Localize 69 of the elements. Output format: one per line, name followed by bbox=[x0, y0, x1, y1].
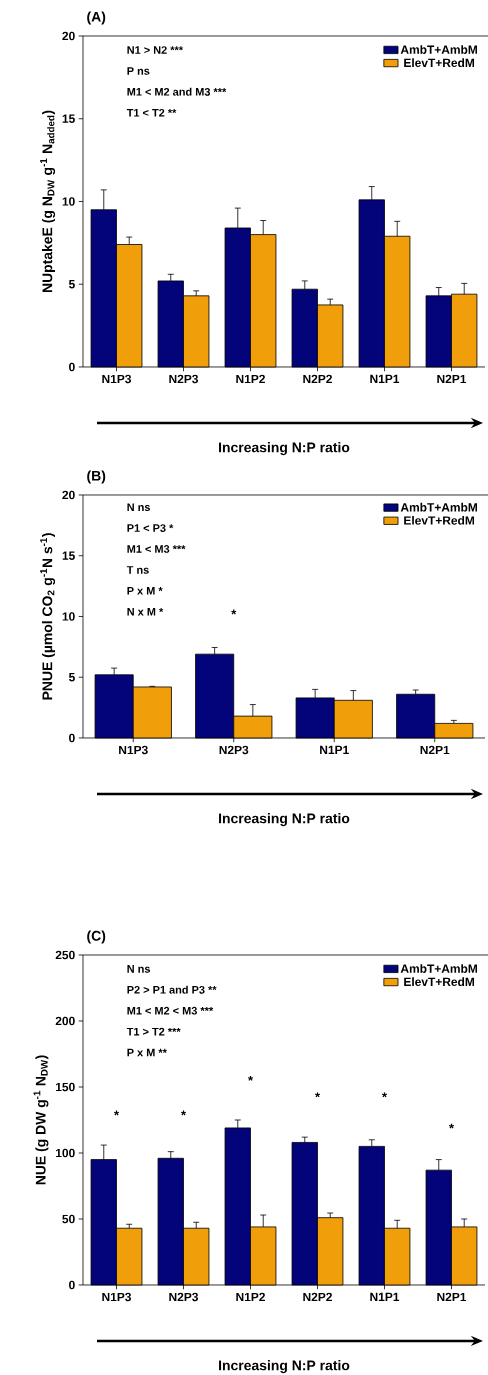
annotation: * bbox=[114, 1110, 120, 1116]
annotation: N1 > N2 *** bbox=[127, 46, 184, 54]
annotation: P1 < P3 * bbox=[127, 524, 174, 532]
y-axis-title: PNUE (µmol CO$_{2}$ g$^{-1}$N s$^{-1}$) bbox=[40, 533, 56, 700]
x-tick-label: N2P1 bbox=[420, 745, 450, 755]
chart-title: (A) bbox=[87, 11, 106, 25]
annotation: P2 > P1 and P3 ** bbox=[127, 985, 217, 994]
annotation: P x M ** bbox=[127, 1048, 167, 1057]
annotation: N ns bbox=[127, 965, 150, 973]
x-tick-label: N1P3 bbox=[119, 745, 148, 755]
y-axis-title: NUE (g DW g$^{-1}$ N$_{DW}$) bbox=[33, 1055, 49, 1185]
annotation: T ns bbox=[126, 566, 149, 574]
x-tick-label: N1P1 bbox=[370, 1292, 400, 1301]
annotation: * bbox=[449, 1123, 455, 1129]
x-tick-label: N2P3 bbox=[219, 745, 249, 755]
x-tick-label: N2P2 bbox=[303, 374, 332, 384]
y-tick-label: 10 bbox=[62, 197, 75, 206]
annotation: P ns bbox=[127, 67, 150, 75]
y-tick-label: 15 bbox=[62, 114, 75, 123]
annotation: N x M * bbox=[127, 607, 164, 616]
x-tick-label: N2P1 bbox=[437, 1292, 467, 1302]
y-tick-label: 100 bbox=[56, 1148, 75, 1158]
x-tick-label: N1P2 bbox=[236, 1292, 265, 1302]
legend-label: ElevT+RedM bbox=[404, 515, 475, 525]
y-tick-label: 0 bbox=[69, 362, 75, 372]
x-tick-label: N1P3 bbox=[102, 374, 132, 384]
annotation: * bbox=[231, 609, 237, 615]
y-tick-label: 150 bbox=[56, 1082, 75, 1092]
annotation: P x M * bbox=[127, 587, 163, 595]
legend-label: AmbT+AmbM bbox=[400, 45, 477, 54]
y-axis-title: NUptakeE (g N$_{DW}$ g$^{-1}$ N$_{added}$) bbox=[40, 110, 56, 293]
x-axis-title: Increasing N:P ratio bbox=[219, 813, 350, 827]
x-tick-label: N1P2 bbox=[236, 374, 265, 384]
x-tick-label: N2P1 bbox=[437, 374, 467, 384]
y-tick-label: 0 bbox=[69, 1280, 75, 1290]
annotation: * bbox=[382, 1092, 387, 1098]
y-tick-label: 0 bbox=[69, 733, 75, 743]
annotation: N ns bbox=[127, 503, 150, 512]
annotation: M1 < M3 *** bbox=[127, 545, 186, 553]
y-tick-label: 200 bbox=[55, 1016, 75, 1026]
x-tick-label: N2P3 bbox=[169, 1292, 199, 1302]
annotation: * bbox=[248, 1075, 254, 1081]
annotation: T1 > T2 *** bbox=[126, 1027, 181, 1036]
legend-label: ElevT+RedM bbox=[404, 58, 475, 68]
chart-title: (C) bbox=[87, 930, 106, 944]
y-tick-label: 5 bbox=[68, 673, 75, 682]
x-tick-label: N2P3 bbox=[169, 374, 199, 384]
y-tick-label: 20 bbox=[62, 31, 75, 41]
legend-label: AmbT+AmbM bbox=[400, 502, 477, 512]
annotation: * bbox=[315, 1092, 320, 1098]
y-tick-label: 15 bbox=[62, 551, 75, 560]
legend-label: ElevT+RedM bbox=[404, 977, 475, 987]
annotation: M1 < M2 and M3 *** bbox=[127, 87, 227, 96]
x-tick-label: N1P3 bbox=[102, 1292, 132, 1302]
y-tick-label: 250 bbox=[55, 950, 75, 960]
chart-title: (B) bbox=[87, 470, 106, 484]
y-tick-label: 10 bbox=[62, 612, 75, 621]
y-tick-label: 50 bbox=[62, 1214, 75, 1224]
x-tick-label: N1P1 bbox=[320, 745, 349, 754]
annotation: M1 < M2 < M3 *** bbox=[127, 1006, 214, 1015]
y-tick-label: 20 bbox=[62, 490, 75, 500]
x-axis-title: Increasing N:P ratio bbox=[219, 1360, 350, 1374]
annotation: T1 < T2 ** bbox=[126, 108, 177, 117]
legend-label: AmbT+AmbM bbox=[400, 964, 477, 973]
x-tick-label: N1P1 bbox=[370, 374, 400, 383]
x-axis-title: Increasing N:P ratio bbox=[219, 442, 350, 456]
x-tick-label: N2P2 bbox=[303, 1292, 332, 1302]
annotation: * bbox=[181, 1110, 187, 1116]
y-tick-label: 5 bbox=[68, 280, 75, 289]
